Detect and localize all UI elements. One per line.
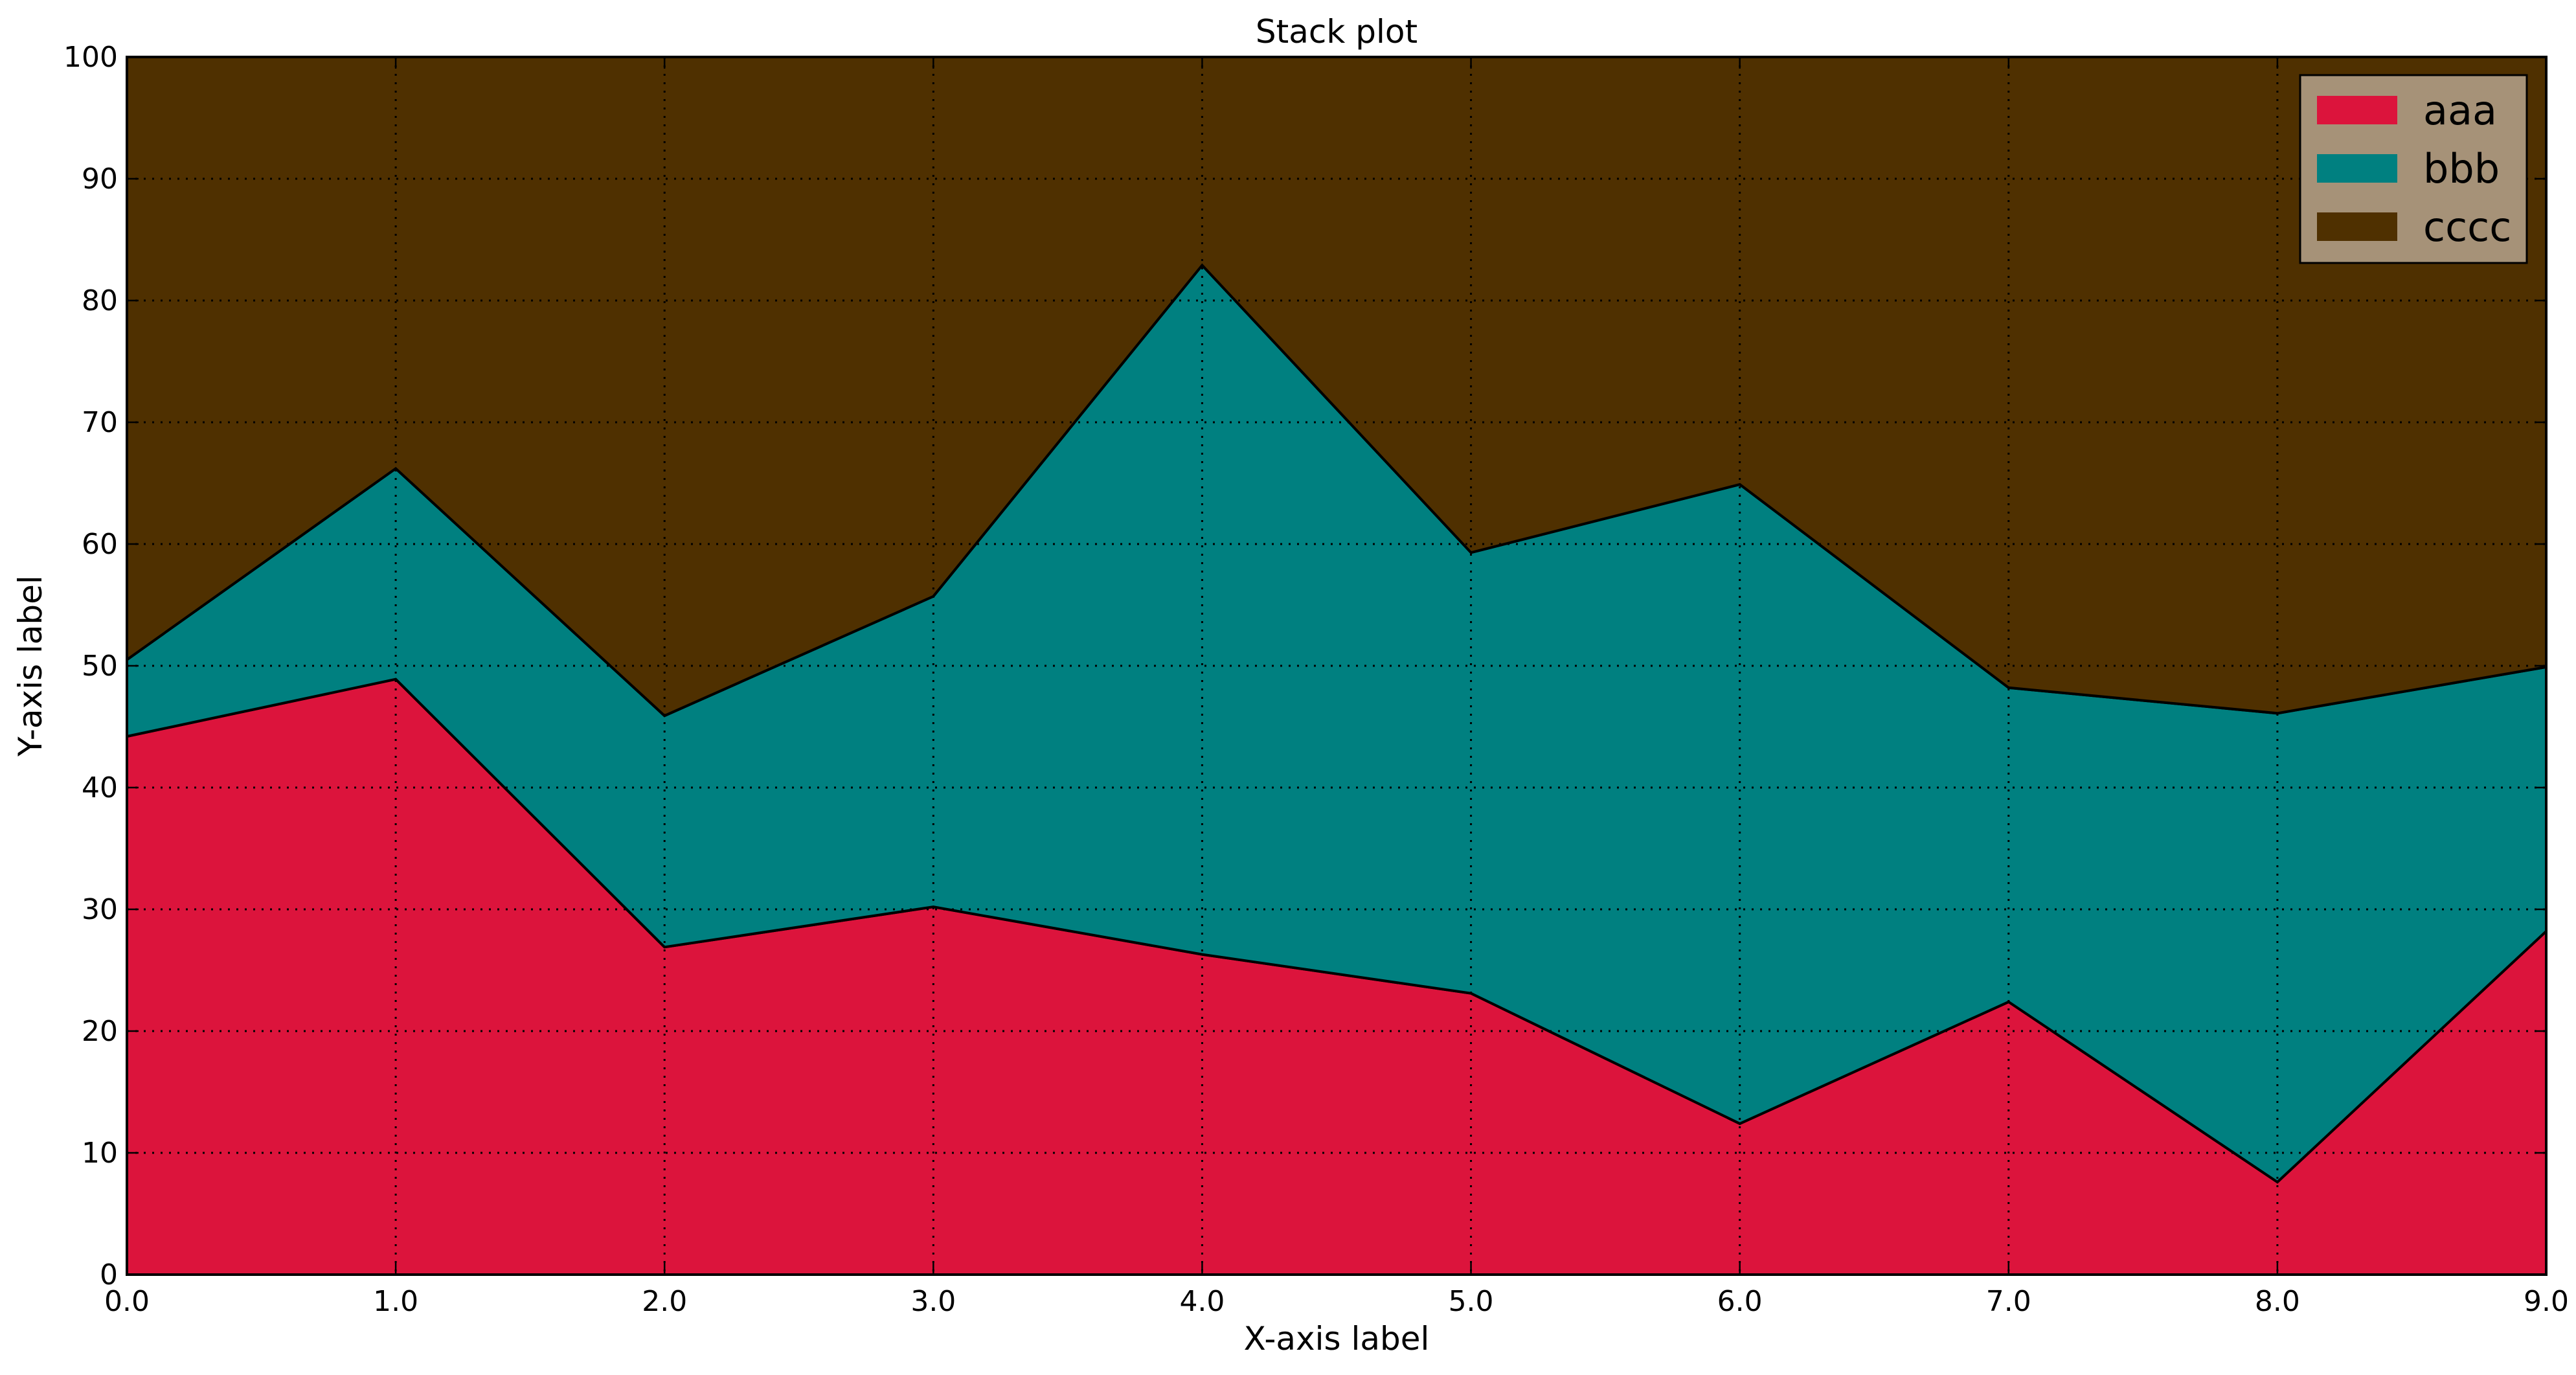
legend-label-aaa: aaa <box>2423 87 2497 134</box>
y-tick-label: 70 <box>82 406 118 439</box>
x-tick-label: 8.0 <box>2255 1285 2300 1318</box>
legend-swatch-cccc <box>2317 212 2397 241</box>
x-tick-label: 7.0 <box>1986 1285 2031 1318</box>
x-tick-label: 0.0 <box>104 1285 150 1318</box>
legend-label-cccc: cccc <box>2423 203 2511 251</box>
x-tick-label: 2.0 <box>642 1285 687 1318</box>
y-tick-label: 20 <box>82 1015 118 1048</box>
y-tick-label: 80 <box>82 284 118 317</box>
y-axis-label: Y-axis label <box>12 575 49 757</box>
areas-layer <box>126 56 2548 1276</box>
ticks-layer: 0.0 1.0 2.0 3.0 4.0 5.0 6.0 7.0 8.0 9.0 0 10 20 30 40 5… <box>63 41 2569 1318</box>
x-tick-label: 3.0 <box>910 1285 956 1318</box>
legend-swatch-bbb <box>2317 154 2397 183</box>
x-tick-label: 5.0 <box>1449 1285 1494 1318</box>
legend-swatch-aaa <box>2317 96 2397 124</box>
y-tick-label: 10 <box>82 1137 118 1170</box>
y-tick-label: 90 <box>82 163 118 196</box>
y-tick-label: 40 <box>82 771 118 804</box>
x-tick-label: 1.0 <box>373 1285 418 1318</box>
y-tick-label: 30 <box>82 893 118 926</box>
x-tick-label: 6.0 <box>1717 1285 1763 1318</box>
y-tick-label: 0 <box>100 1258 118 1291</box>
x-tick-label: 9.0 <box>2524 1285 2569 1318</box>
x-axis-label: X-axis label <box>1244 1320 1430 1358</box>
y-tick-label: 50 <box>82 650 118 683</box>
chart-title: Stack plot <box>1256 13 1418 51</box>
legend-label-bbb: bbb <box>2423 145 2500 192</box>
legend: aaa bbb cccc <box>2299 74 2528 264</box>
y-tick-label: 100 <box>63 41 118 74</box>
x-tick-label: 4.0 <box>1179 1285 1225 1318</box>
y-tick-label: 60 <box>82 528 118 561</box>
